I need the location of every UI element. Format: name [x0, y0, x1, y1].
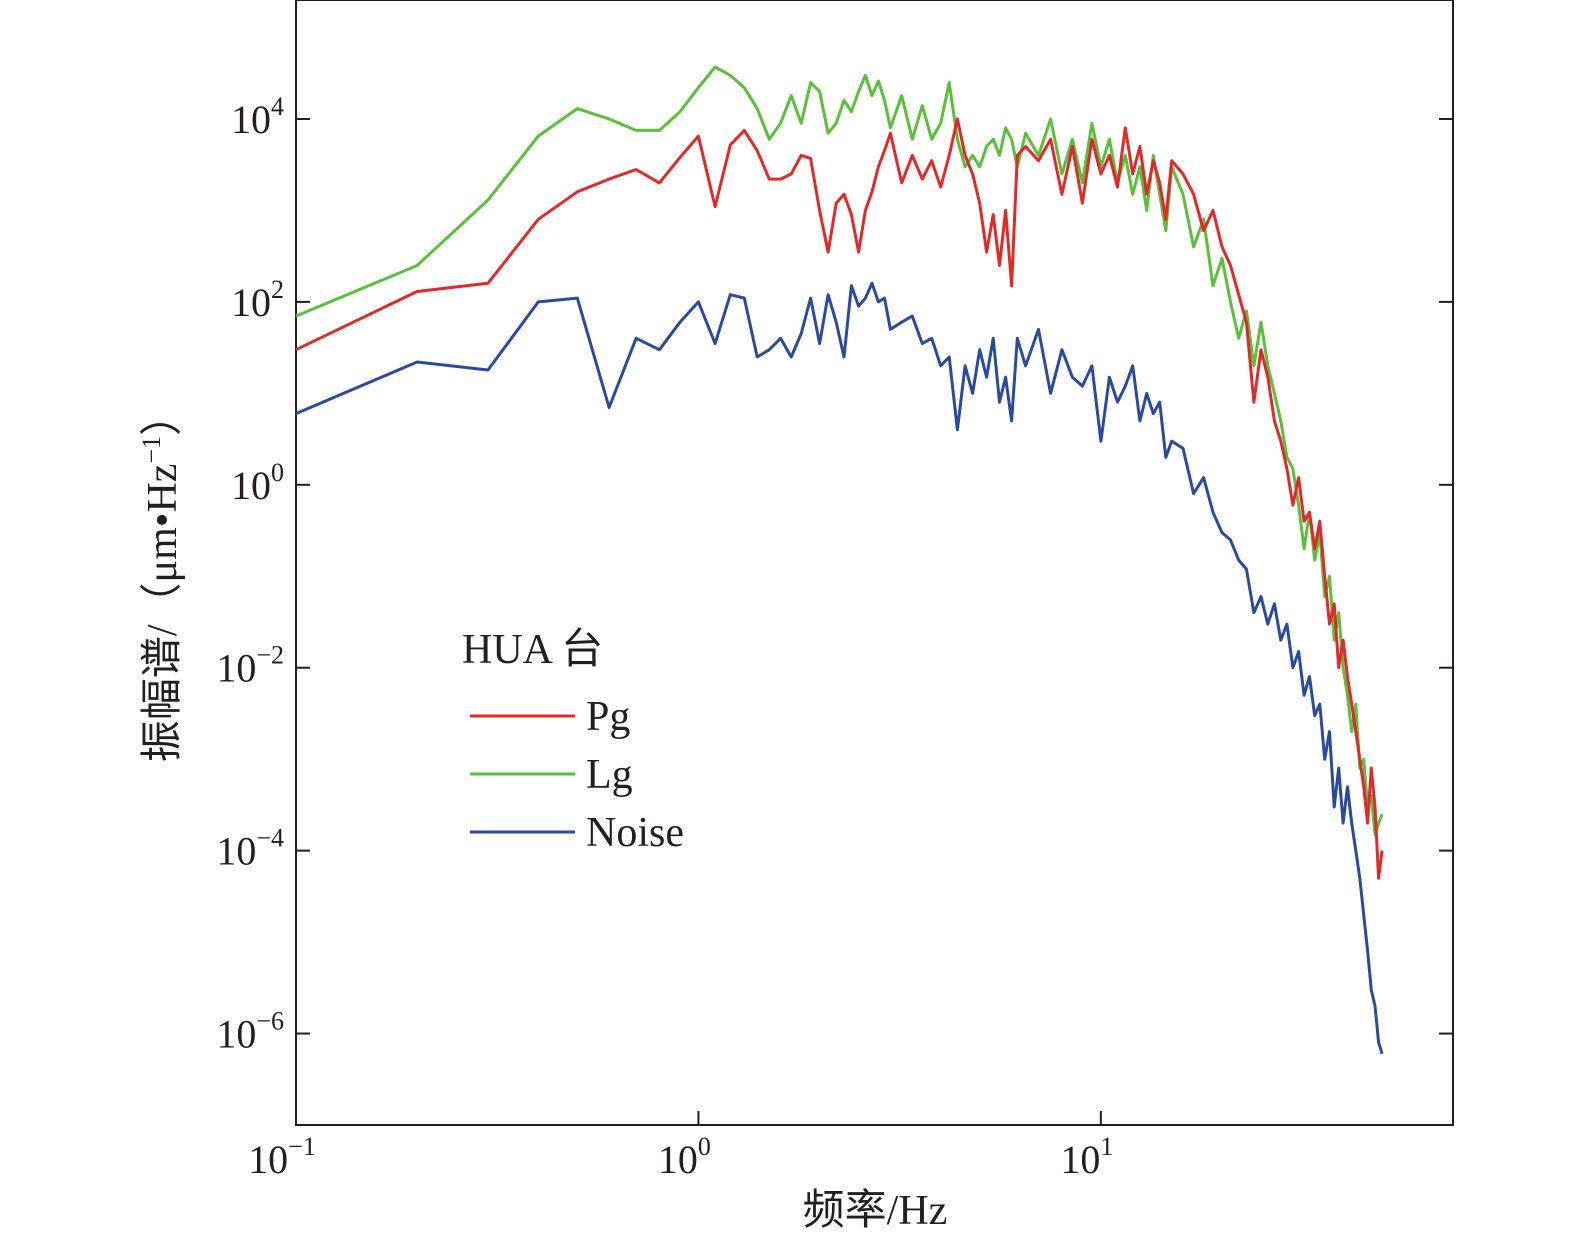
y-tick-exp: −4 [256, 824, 284, 853]
x-tick-label: 10−1 [248, 1132, 316, 1182]
y-tick-label: 10−4 [216, 824, 284, 874]
y-tick-base: 10 [231, 280, 271, 325]
y-tick-base: 10 [216, 829, 256, 874]
y-tick-label: 100 [231, 458, 284, 508]
x-tick-label: 100 [658, 1132, 711, 1182]
y-tick-label: 102 [231, 275, 284, 325]
series-line-pg [295, 117, 1384, 880]
y-axis-title-exp: −1 [137, 436, 166, 464]
y-axis-title-main: 振幅谱/（μm•Hz [140, 464, 186, 763]
x-axis-title: 频率/Hz [803, 1187, 948, 1234]
y-axis-title-close: ） [140, 394, 186, 436]
series-line-lg [295, 65, 1384, 836]
y-tick-label: 10−2 [216, 641, 284, 691]
x-tick-base: 10 [658, 1137, 698, 1182]
x-tick-label: 101 [1060, 1132, 1113, 1182]
y-tick-exp: −6 [256, 1007, 284, 1036]
legend-label-noise: Noise [586, 810, 684, 856]
y-tick-base: 10 [216, 646, 256, 691]
x-tick-base: 10 [248, 1137, 288, 1182]
y-axis-title: 振幅谱/（μm•Hz−1） [137, 394, 186, 762]
y-tick-base: 10 [231, 97, 271, 142]
y-tick-exp: −2 [256, 641, 284, 670]
legend-label-lg: Lg [586, 752, 633, 798]
x-tick-exp: 1 [1100, 1132, 1113, 1161]
x-tick-exp: 0 [698, 1132, 711, 1161]
legend-title: HUA 台 [462, 627, 603, 673]
y-tick-label: 104 [231, 92, 284, 142]
series-line-noise [295, 281, 1384, 1055]
y-tick-base: 10 [216, 1012, 256, 1057]
y-tick-exp: 4 [271, 92, 284, 121]
y-tick-label: 10−6 [216, 1007, 284, 1057]
legend-label-pg: Pg [586, 694, 630, 740]
y-tick-exp: 2 [271, 275, 284, 304]
x-tick-base: 10 [1060, 1137, 1100, 1182]
series-lines [295, 65, 1384, 1055]
y-tick-base: 10 [231, 463, 271, 508]
x-tick-exp: −1 [288, 1132, 316, 1161]
y-tick-exp: 0 [271, 458, 284, 487]
plot-frame [295, 0, 1454, 1126]
legend: HUA 台 Pg Lg Noise [462, 627, 684, 856]
